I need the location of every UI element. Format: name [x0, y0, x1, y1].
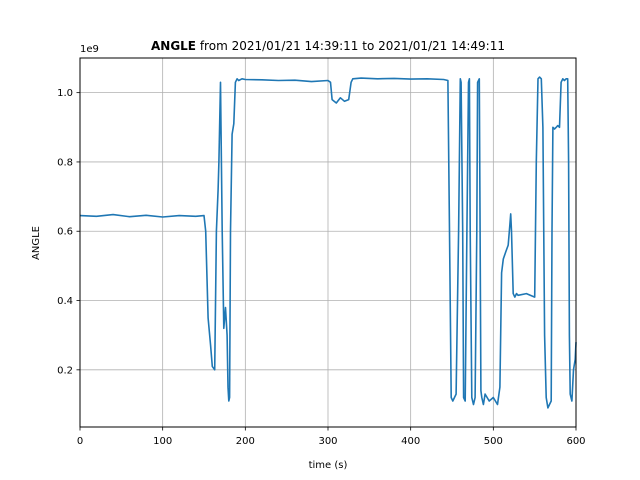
x-tick-label: 0: [77, 436, 83, 447]
grid-lines: [79, 58, 577, 427]
y-tick-label: 0.4: [57, 296, 73, 307]
x-tick-label: 400: [401, 436, 420, 447]
x-tick-label: 300: [318, 436, 337, 447]
chart-title-bold: ANGLE: [151, 39, 196, 53]
chart-title: ANGLE from 2021/01/21 14:39:11 to 2021/0…: [151, 39, 505, 53]
x-axis-label: time (s): [309, 460, 348, 471]
y-axis-ticks: 0.2 0.4 0.6 0.8 1.0: [57, 88, 80, 376]
x-tick-label: 100: [153, 436, 172, 447]
y-tick-label: 0.8: [57, 157, 73, 168]
x-tick-label: 600: [566, 436, 585, 447]
x-axis-ticks: 0 100 200 300 400 500 600: [77, 427, 586, 447]
y-tick-label: 0.6: [57, 227, 73, 238]
y-offset-label: 1e9: [80, 44, 99, 55]
y-axis-label: ANGLE: [31, 226, 42, 260]
series-line: [79, 76, 577, 409]
y-tick-label: 1.0: [57, 88, 73, 99]
x-tick-label: 500: [484, 436, 503, 447]
y-tick-label: 0.2: [57, 365, 73, 376]
chart-title-rest: from 2021/01/21 14:39:11 to 2021/01/21 1…: [196, 39, 505, 53]
x-tick-label: 200: [236, 436, 255, 447]
series-group: [79, 76, 577, 409]
